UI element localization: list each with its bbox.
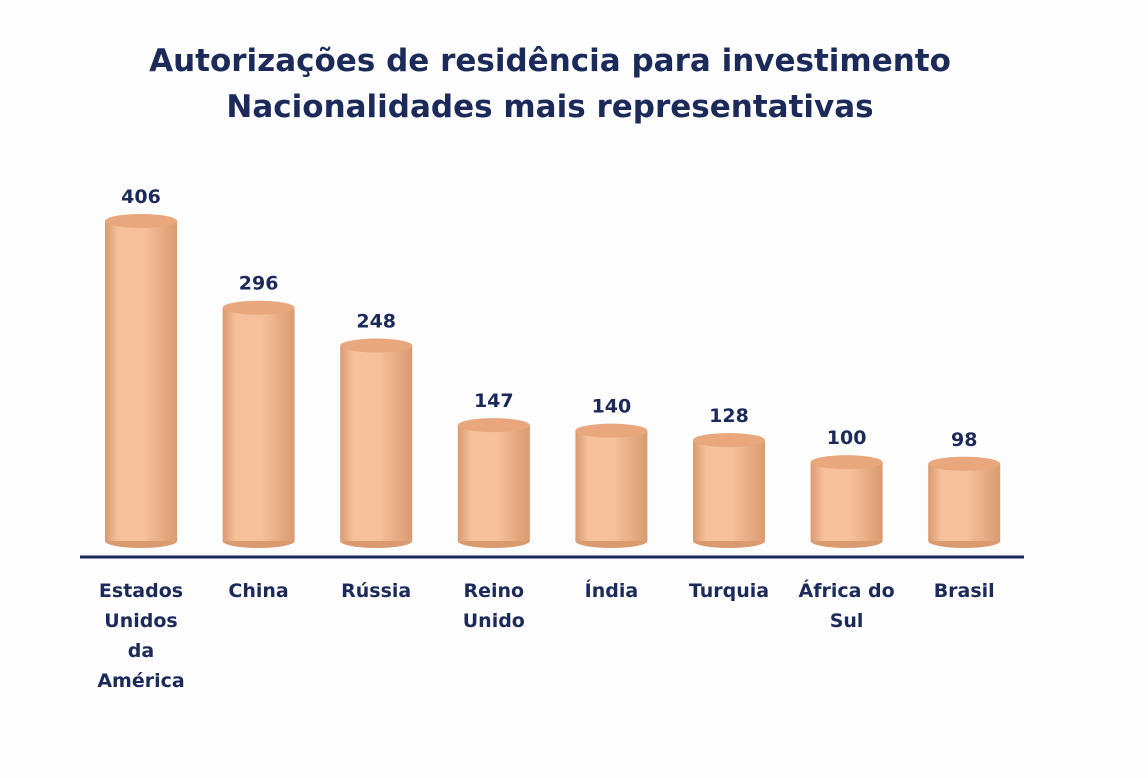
category-label-6: África do Sul: [798, 579, 894, 632]
data-label-0: 406: [121, 186, 161, 208]
category-label-2: Rússia: [341, 580, 411, 602]
bar-6: [810, 455, 883, 548]
bar-top: [340, 338, 413, 353]
chart-title: Autorizações de residência para investim…: [149, 43, 951, 79]
bar-body: [222, 307, 295, 541]
bar-2: [340, 338, 413, 548]
category-label-4: Índia: [585, 579, 639, 602]
category-label-0: Estados Unidos da América: [97, 580, 184, 692]
bar-top: [928, 456, 1001, 471]
data-label-4: 140: [592, 396, 632, 418]
bar-top: [575, 423, 648, 438]
bar-body: [575, 430, 648, 541]
bar-body: [928, 463, 1001, 541]
bar-top: [693, 433, 765, 448]
category-label-7: Brasil: [934, 580, 995, 602]
bar-1: [222, 300, 295, 548]
bar-top: [222, 300, 295, 315]
data-label-7: 98: [951, 429, 977, 451]
bar-5: [693, 433, 765, 548]
category-label-1: China: [228, 580, 288, 602]
data-label-5: 128: [709, 405, 749, 427]
bar-body: [457, 425, 530, 541]
bar-body: [340, 345, 413, 541]
data-label-6: 100: [827, 427, 867, 449]
bar-top: [810, 455, 883, 470]
category-label-3: Reino Unido: [463, 580, 525, 632]
bar-body: [105, 221, 177, 541]
data-label-3: 147: [474, 390, 514, 412]
bar-7: [928, 456, 1001, 548]
data-label-2: 248: [356, 311, 396, 333]
bar-3: [457, 418, 530, 548]
data-label-1: 296: [239, 273, 279, 295]
category-label-5: Turquia: [689, 580, 769, 602]
bar-body: [810, 462, 883, 541]
bar-body: [693, 440, 765, 541]
bar-top: [105, 214, 177, 228]
bar-top: [457, 418, 530, 433]
chart-title-block: Autorizações de residência para investim…: [0, 38, 1100, 130]
bar-0: [105, 214, 177, 548]
chart-subtitle: Nacionalidades mais representativas: [226, 89, 874, 125]
bar-4: [575, 423, 648, 548]
